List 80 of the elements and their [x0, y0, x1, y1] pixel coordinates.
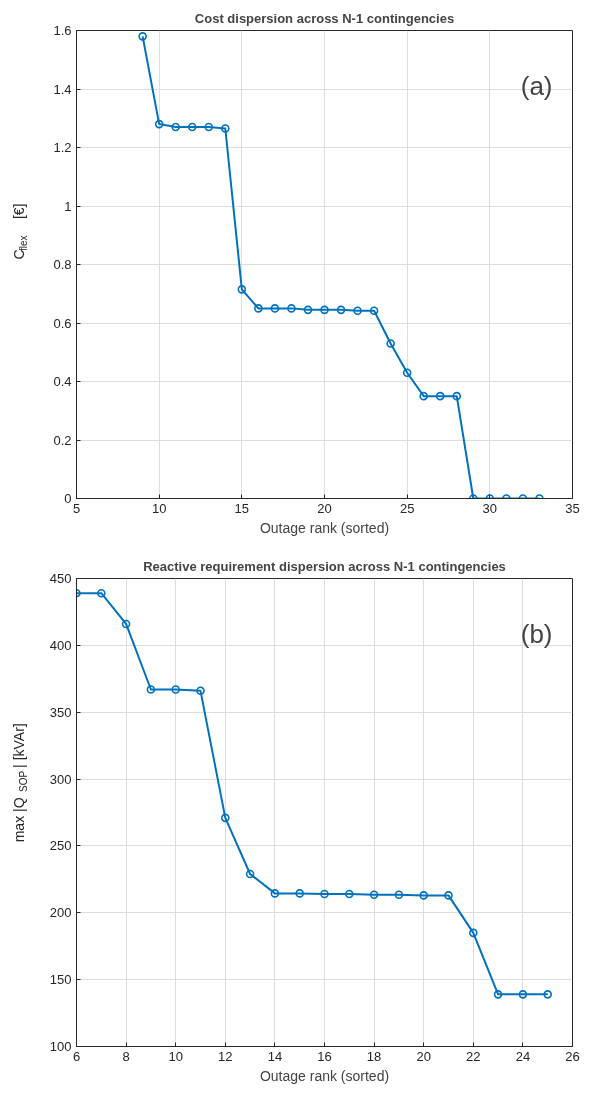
y-tick-label: 0.8 — [53, 257, 72, 272]
point — [444, 891, 453, 900]
x-tick-label: 16 — [317, 1048, 332, 1064]
point — [171, 685, 180, 694]
y-tick-label: 350 — [49, 704, 72, 720]
point — [270, 304, 280, 313]
chart-title: Cost dispersion across N-1 contingencies — [194, 10, 455, 26]
x-tick-label: 22 — [466, 1048, 481, 1064]
chart-title: Reactive requirement dispersion across N-1 contingencies — [143, 558, 506, 574]
point — [303, 305, 313, 315]
y-tick-label: 0.2 — [53, 432, 72, 448]
y-tick-label: 1.6 — [53, 23, 72, 38]
point — [204, 122, 214, 132]
y-tick-label: 0.6 — [53, 315, 72, 331]
point — [245, 869, 255, 879]
point — [435, 391, 445, 401]
point — [469, 928, 478, 938]
point — [237, 285, 247, 294]
point — [369, 306, 379, 316]
point — [419, 891, 428, 900]
x-tick-label: 24 — [515, 1048, 531, 1064]
y-tick-label: 1 — [64, 198, 72, 214]
x-axis-title: Outage rank (sorted) — [259, 1067, 390, 1084]
point — [295, 889, 304, 898]
y-tick-label: 0 — [64, 491, 72, 506]
y-tick-label: 150 — [49, 972, 72, 988]
point — [518, 990, 528, 999]
x-tick-label: 5 — [72, 500, 81, 516]
point — [353, 306, 362, 316]
x-tick-label: 20 — [317, 500, 332, 516]
point — [221, 124, 230, 133]
x-tick-label: 25 — [399, 500, 415, 516]
point — [320, 889, 329, 899]
x-tick-label: 10 — [168, 1048, 183, 1064]
point — [320, 305, 329, 315]
point — [386, 339, 395, 348]
x-tick-label: 18 — [366, 1048, 382, 1064]
point — [493, 990, 503, 999]
x-tick-label: 14 — [267, 1048, 283, 1064]
x-tick-label: 20 — [416, 1048, 431, 1064]
y-axis-title: max |QSOP| [kVAr] — [10, 723, 29, 843]
point — [287, 304, 296, 313]
y-tick-label: 250 — [49, 838, 72, 854]
x-tick-label: 15 — [234, 500, 250, 516]
point — [394, 890, 404, 900]
x-tick-label: 30 — [482, 500, 498, 516]
point — [154, 119, 164, 129]
point — [270, 889, 280, 898]
x-tick-label: 8 — [122, 1048, 130, 1064]
x-tick-label: 10 — [151, 500, 167, 516]
point — [196, 686, 205, 696]
point — [171, 122, 180, 132]
text: Cflex [€] — [10, 203, 29, 260]
point — [221, 813, 230, 823]
x-tick-label: 12 — [218, 1048, 233, 1064]
point — [419, 391, 428, 401]
point — [402, 368, 412, 378]
y-tick-label: 300 — [49, 771, 72, 787]
x-tick-label: 35 — [565, 500, 580, 516]
y-tick-label: 0.4 — [53, 374, 72, 389]
point — [345, 889, 354, 899]
point — [187, 122, 197, 132]
y-tick-label: 1.4 — [53, 81, 72, 97]
point — [369, 890, 379, 900]
y-tick-label: 200 — [49, 905, 72, 921]
x-tick-label: 6 — [72, 1048, 81, 1064]
annotation: (a) — [520, 70, 553, 101]
point — [121, 619, 131, 629]
annotation: (b) — [520, 618, 553, 649]
y-tick-label: 450 — [49, 571, 72, 586]
x-tick-label: 26 — [565, 1048, 580, 1064]
y-tick-label: 1.2 — [53, 140, 72, 155]
x-axis-title: Outage rank (sorted) — [259, 519, 390, 536]
point — [97, 588, 106, 598]
point — [452, 391, 462, 401]
y-tick-label: 100 — [49, 1039, 72, 1054]
point — [254, 304, 263, 313]
y-tick-label: 400 — [49, 637, 72, 653]
point — [336, 305, 346, 315]
point — [146, 685, 156, 694]
